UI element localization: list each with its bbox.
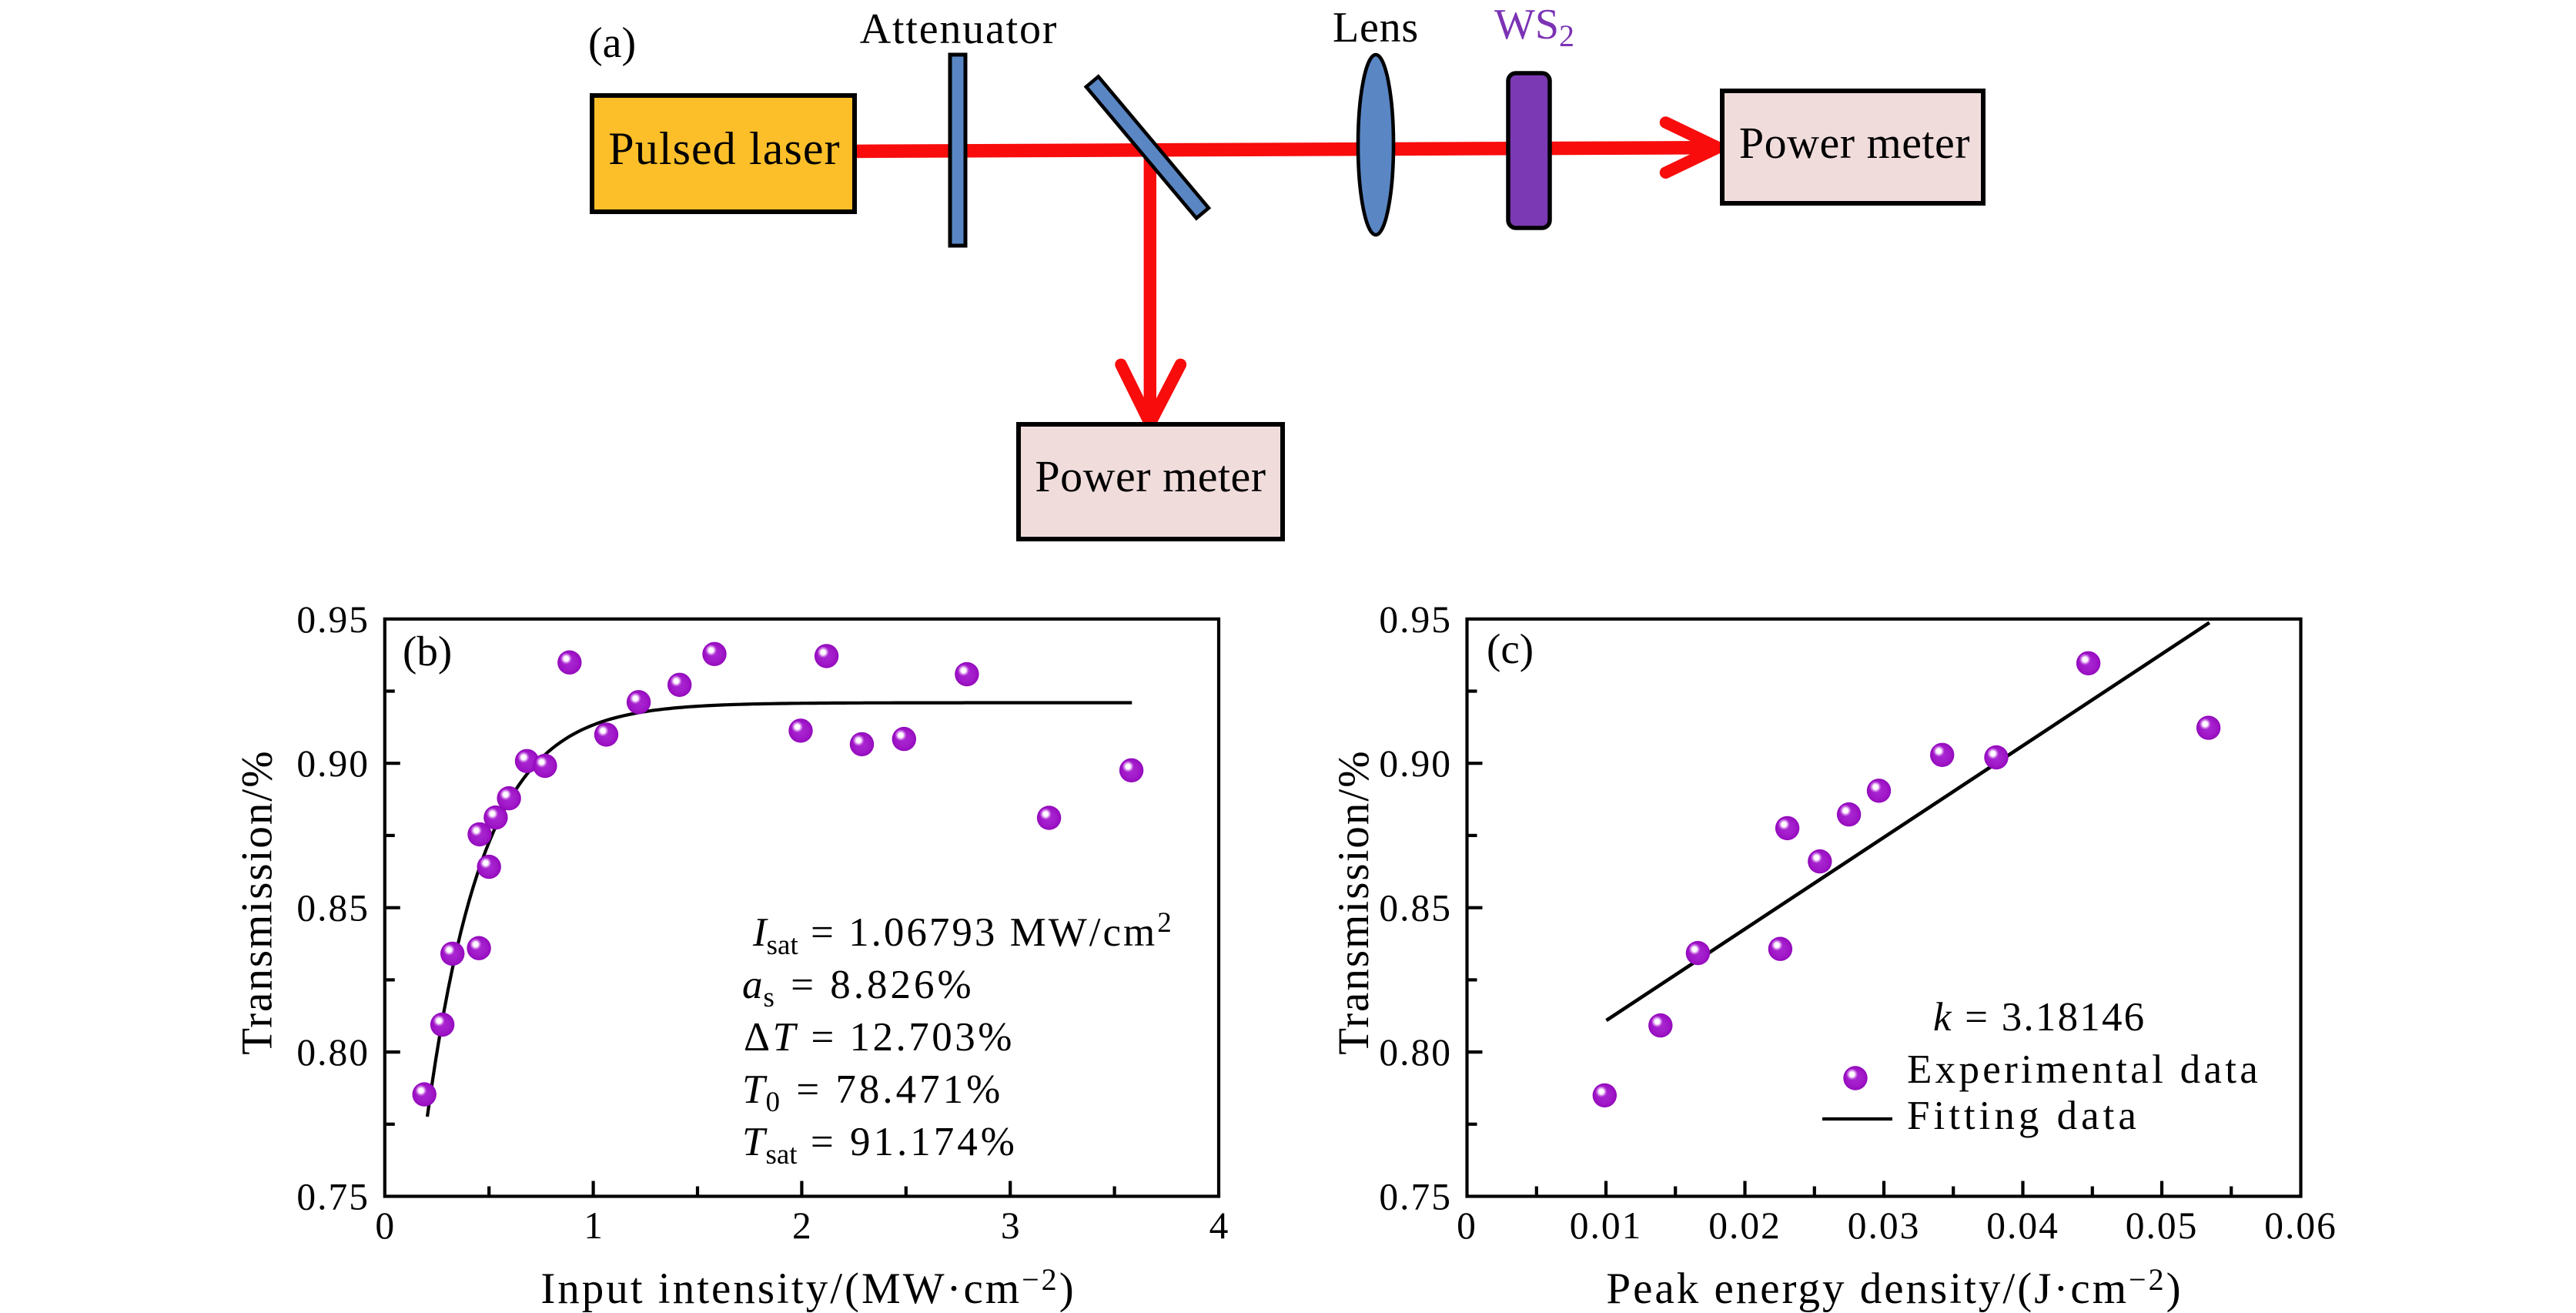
svg-text:T0 = 78.471%: T0 = 78.471% — [742, 1067, 1003, 1118]
svg-text:as = 8.826%: as = 8.826% — [742, 963, 975, 1013]
svg-text:0.05: 0.05 — [2126, 1204, 2199, 1247]
svg-text:0.04: 0.04 — [1986, 1204, 2059, 1247]
svg-text:(b): (b) — [403, 628, 452, 675]
svg-text:WS2: WS2 — [1494, 1, 1574, 53]
svg-text:4: 4 — [1209, 1204, 1229, 1247]
svg-text:Peak energy density/(J·cm−2): Peak energy density/(J·cm−2) — [1606, 1262, 2183, 1313]
svg-text:Lens: Lens — [1333, 4, 1419, 52]
svg-text:0.02: 0.02 — [1708, 1204, 1781, 1247]
svg-text:k = 3.18146: k = 3.18146 — [1933, 995, 2146, 1040]
svg-text:2: 2 — [792, 1204, 811, 1247]
svg-text:0.90: 0.90 — [1379, 742, 1452, 785]
svg-text:Transmission/%: Transmission/% — [233, 749, 282, 1054]
svg-text:Isat = 1.06793 MW/cm2: Isat = 1.06793 MW/cm2 — [752, 907, 1174, 961]
svg-text:Transmission/%: Transmission/% — [1330, 749, 1378, 1054]
svg-text:Power meter: Power meter — [1739, 118, 1970, 168]
svg-text:0: 0 — [375, 1204, 394, 1247]
svg-text:0.75: 0.75 — [296, 1176, 370, 1218]
svg-text:0.03: 0.03 — [1848, 1204, 1921, 1247]
svg-text:Tsat = 91.174%: Tsat = 91.174% — [742, 1120, 1018, 1171]
svg-text:Power meter: Power meter — [1035, 451, 1266, 501]
svg-text:0: 0 — [1457, 1204, 1477, 1247]
svg-text:0.90: 0.90 — [296, 742, 370, 785]
svg-text:3: 3 — [1001, 1204, 1020, 1247]
svg-text:0.85: 0.85 — [1379, 887, 1452, 929]
svg-text:(a): (a) — [588, 19, 636, 67]
svg-text:0.95: 0.95 — [296, 598, 370, 641]
svg-text:Experimental data: Experimental data — [1907, 1047, 2261, 1092]
svg-text:0.75: 0.75 — [1379, 1176, 1452, 1218]
svg-text:0.80: 0.80 — [1379, 1031, 1452, 1074]
svg-text:(c): (c) — [1487, 625, 1534, 672]
svg-text:Fitting data: Fitting data — [1907, 1094, 2140, 1138]
svg-text:0.95: 0.95 — [1379, 598, 1452, 641]
svg-text:0.85: 0.85 — [296, 887, 370, 929]
svg-text:1: 1 — [584, 1204, 603, 1247]
svg-text:Pulsed laser: Pulsed laser — [608, 123, 840, 174]
svg-text:ΔT = 12.703%: ΔT = 12.703% — [744, 1015, 1015, 1060]
svg-text:Attenuator: Attenuator — [860, 5, 1058, 53]
svg-text:0.06: 0.06 — [2264, 1204, 2337, 1247]
svg-text:0.80: 0.80 — [296, 1031, 370, 1074]
svg-text:0.01: 0.01 — [1570, 1204, 1643, 1247]
svg-text:Input intensity/(MW·cm−2): Input intensity/(MW·cm−2) — [540, 1262, 1076, 1313]
